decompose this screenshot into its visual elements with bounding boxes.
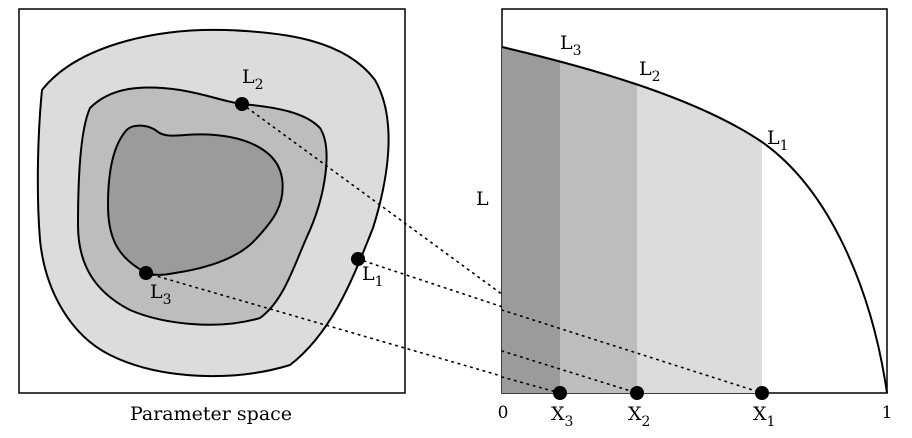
band-l3	[502, 47, 560, 393]
x-mark-label-x2: X2	[628, 403, 650, 430]
x-tick-1: 1	[882, 403, 893, 423]
dotted-connectors	[145, 103, 763, 394]
point-l1	[351, 252, 365, 266]
curve-label-l3: L3	[560, 32, 582, 59]
connector-l3-to-x3	[145, 272, 561, 394]
curve-label-l2: L2	[639, 58, 661, 85]
mark-x1	[755, 386, 769, 400]
dotted-connectors-overlay	[501, 309, 763, 394]
x-tick-0: 0	[498, 403, 509, 423]
label-l2: L2	[242, 66, 264, 93]
mark-x2	[630, 386, 644, 400]
parameter-space-caption: Parameter space	[130, 403, 292, 425]
point-l2	[235, 97, 249, 111]
x-mark-label-x3: X3	[551, 403, 573, 430]
label-l1: L1	[362, 263, 384, 290]
mark-x3	[553, 386, 567, 400]
point-l3	[139, 266, 153, 280]
band-l2	[560, 61, 637, 393]
inner-region	[106, 124, 284, 276]
x-mark-label-x1: X1	[753, 403, 775, 430]
y-axis-label: L	[476, 188, 489, 210]
connector-l1-to-x1	[357, 258, 763, 394]
curve-label-l1: L1	[767, 127, 789, 154]
curve	[501, 46, 888, 394]
label-l3: L3	[150, 281, 172, 308]
band-l1	[637, 83, 762, 393]
